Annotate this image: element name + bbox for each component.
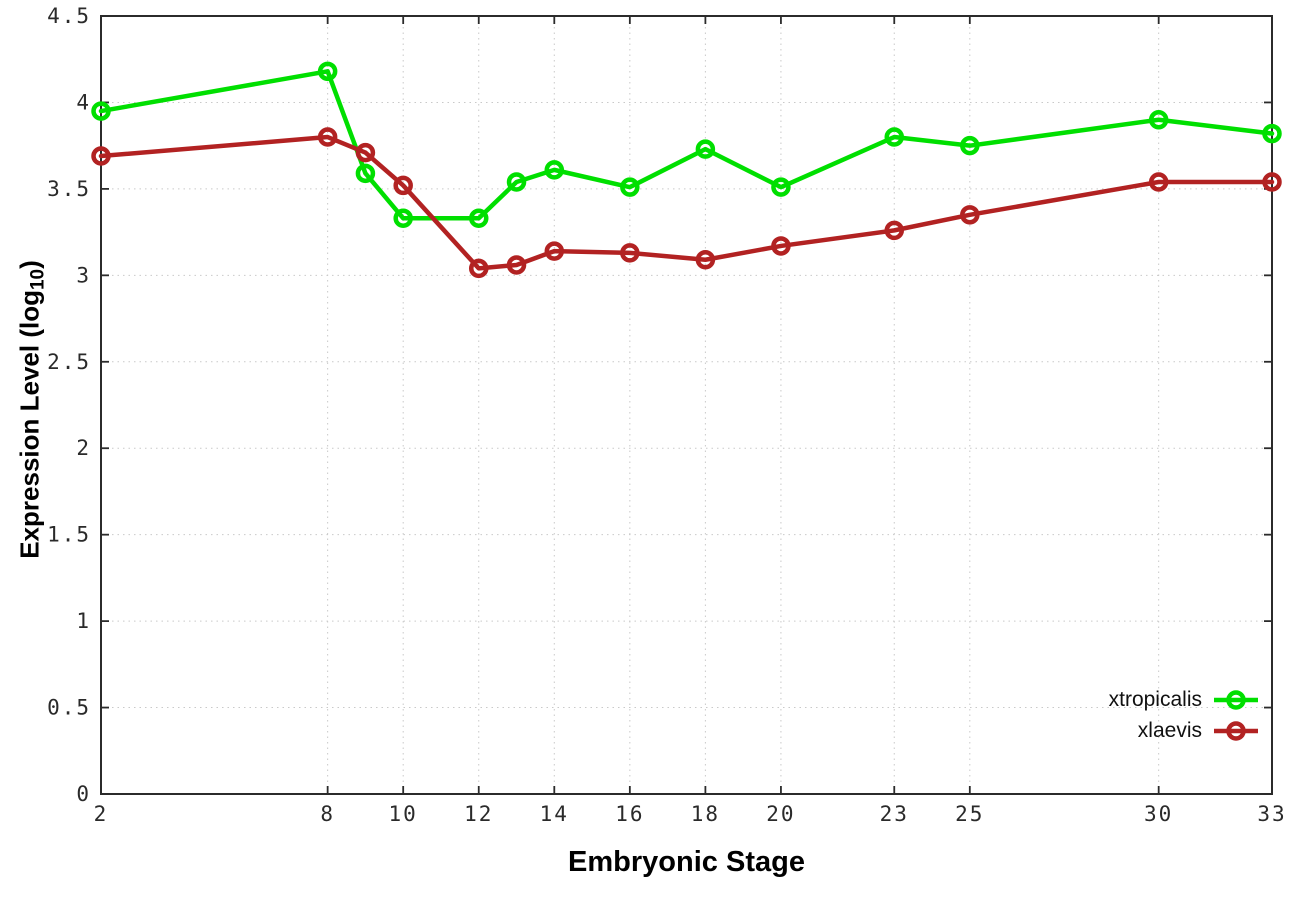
x-tick-label: 25 xyxy=(955,802,984,826)
series-marker-xtropicalis xyxy=(695,139,716,159)
series-marker-xlaevis xyxy=(1148,172,1169,192)
series-marker-xtropicalis xyxy=(544,160,565,180)
x-tick-label: 14 xyxy=(540,802,569,826)
y-tick-label: 2 xyxy=(76,436,91,460)
series-marker-xlaevis xyxy=(620,243,640,263)
plot-border xyxy=(100,15,1273,795)
legend-series-sample-icon xyxy=(1214,689,1258,710)
series-marker-xtropicalis xyxy=(91,101,111,121)
series-marker-xtropicalis xyxy=(468,208,489,229)
x-tick-label: 2 xyxy=(94,802,109,826)
x-tick-label: 20 xyxy=(766,802,795,826)
series-marker-xtropicalis xyxy=(1262,123,1282,144)
x-tick-label: 10 xyxy=(389,802,418,826)
series-line-xtropicalis xyxy=(98,69,1275,221)
y-axis-label-subscript: 10 xyxy=(27,268,49,291)
y-tick-label: 2.5 xyxy=(47,350,91,374)
series-marker-xlaevis xyxy=(317,127,338,147)
legend: xtropicalis xlaevis xyxy=(1109,686,1258,744)
x-axis-label: Embryonic Stage xyxy=(568,846,805,878)
series-marker-xlaevis xyxy=(468,258,489,279)
series-marker-xtropicalis xyxy=(771,177,791,197)
series-marker-xlaevis xyxy=(91,146,111,166)
series-marker-xtropicalis xyxy=(355,163,376,184)
y-tick-label: 1.5 xyxy=(47,523,91,547)
y-tick-label: 0.5 xyxy=(47,696,91,720)
series-marker-xtropicalis xyxy=(884,127,905,147)
y-axis-label-main: Expression Level (log xyxy=(14,290,45,559)
series-marker-xlaevis xyxy=(393,175,413,196)
legend-label: xlaevis xyxy=(1137,718,1202,742)
series-marker-xlaevis xyxy=(960,205,980,225)
x-tick-label: 30 xyxy=(1144,802,1173,826)
series-marker-xlaevis xyxy=(544,241,565,261)
x-tick-label: 8 xyxy=(320,802,335,826)
x-tick-label: 16 xyxy=(615,802,644,826)
y-tick-label: 3 xyxy=(76,263,91,287)
x-tick-label: 23 xyxy=(880,802,909,826)
y-tick-label: 4 xyxy=(76,90,91,114)
legend-item: xlaevis xyxy=(1109,717,1258,744)
series-marker-xlaevis xyxy=(695,250,716,270)
series-marker-xtropicalis xyxy=(620,177,640,197)
x-tick-label: 18 xyxy=(691,802,720,826)
series-marker-xlaevis xyxy=(506,255,527,275)
legend-series-sample-icon xyxy=(1214,720,1258,741)
series-marker-xlaevis xyxy=(771,236,791,256)
legend-label: xtropicalis xyxy=(1108,687,1202,711)
y-axis-label-close: ) xyxy=(14,260,45,269)
series-marker-xtropicalis xyxy=(317,61,338,82)
y-axis-label: Expression Level (log10) xyxy=(15,210,50,610)
x-tick-label: 12 xyxy=(464,802,493,826)
series-marker-xlaevis xyxy=(355,142,376,163)
legend-item: xtropicalis xyxy=(1109,686,1258,713)
series-marker-xtropicalis xyxy=(393,208,413,229)
x-tick-label: 33 xyxy=(1257,802,1286,826)
y-tick-label: 3.5 xyxy=(47,177,91,201)
series-marker-xtropicalis xyxy=(506,172,527,192)
series-marker-xtropicalis xyxy=(1148,109,1169,130)
series-marker-xtropicalis xyxy=(960,135,980,156)
series-marker-xlaevis xyxy=(884,220,905,241)
y-tick-label: 4.5 xyxy=(47,4,91,28)
y-tick-label: 0 xyxy=(76,782,91,806)
series-marker-xlaevis xyxy=(1262,172,1282,192)
y-tick-label: 1 xyxy=(76,609,91,633)
